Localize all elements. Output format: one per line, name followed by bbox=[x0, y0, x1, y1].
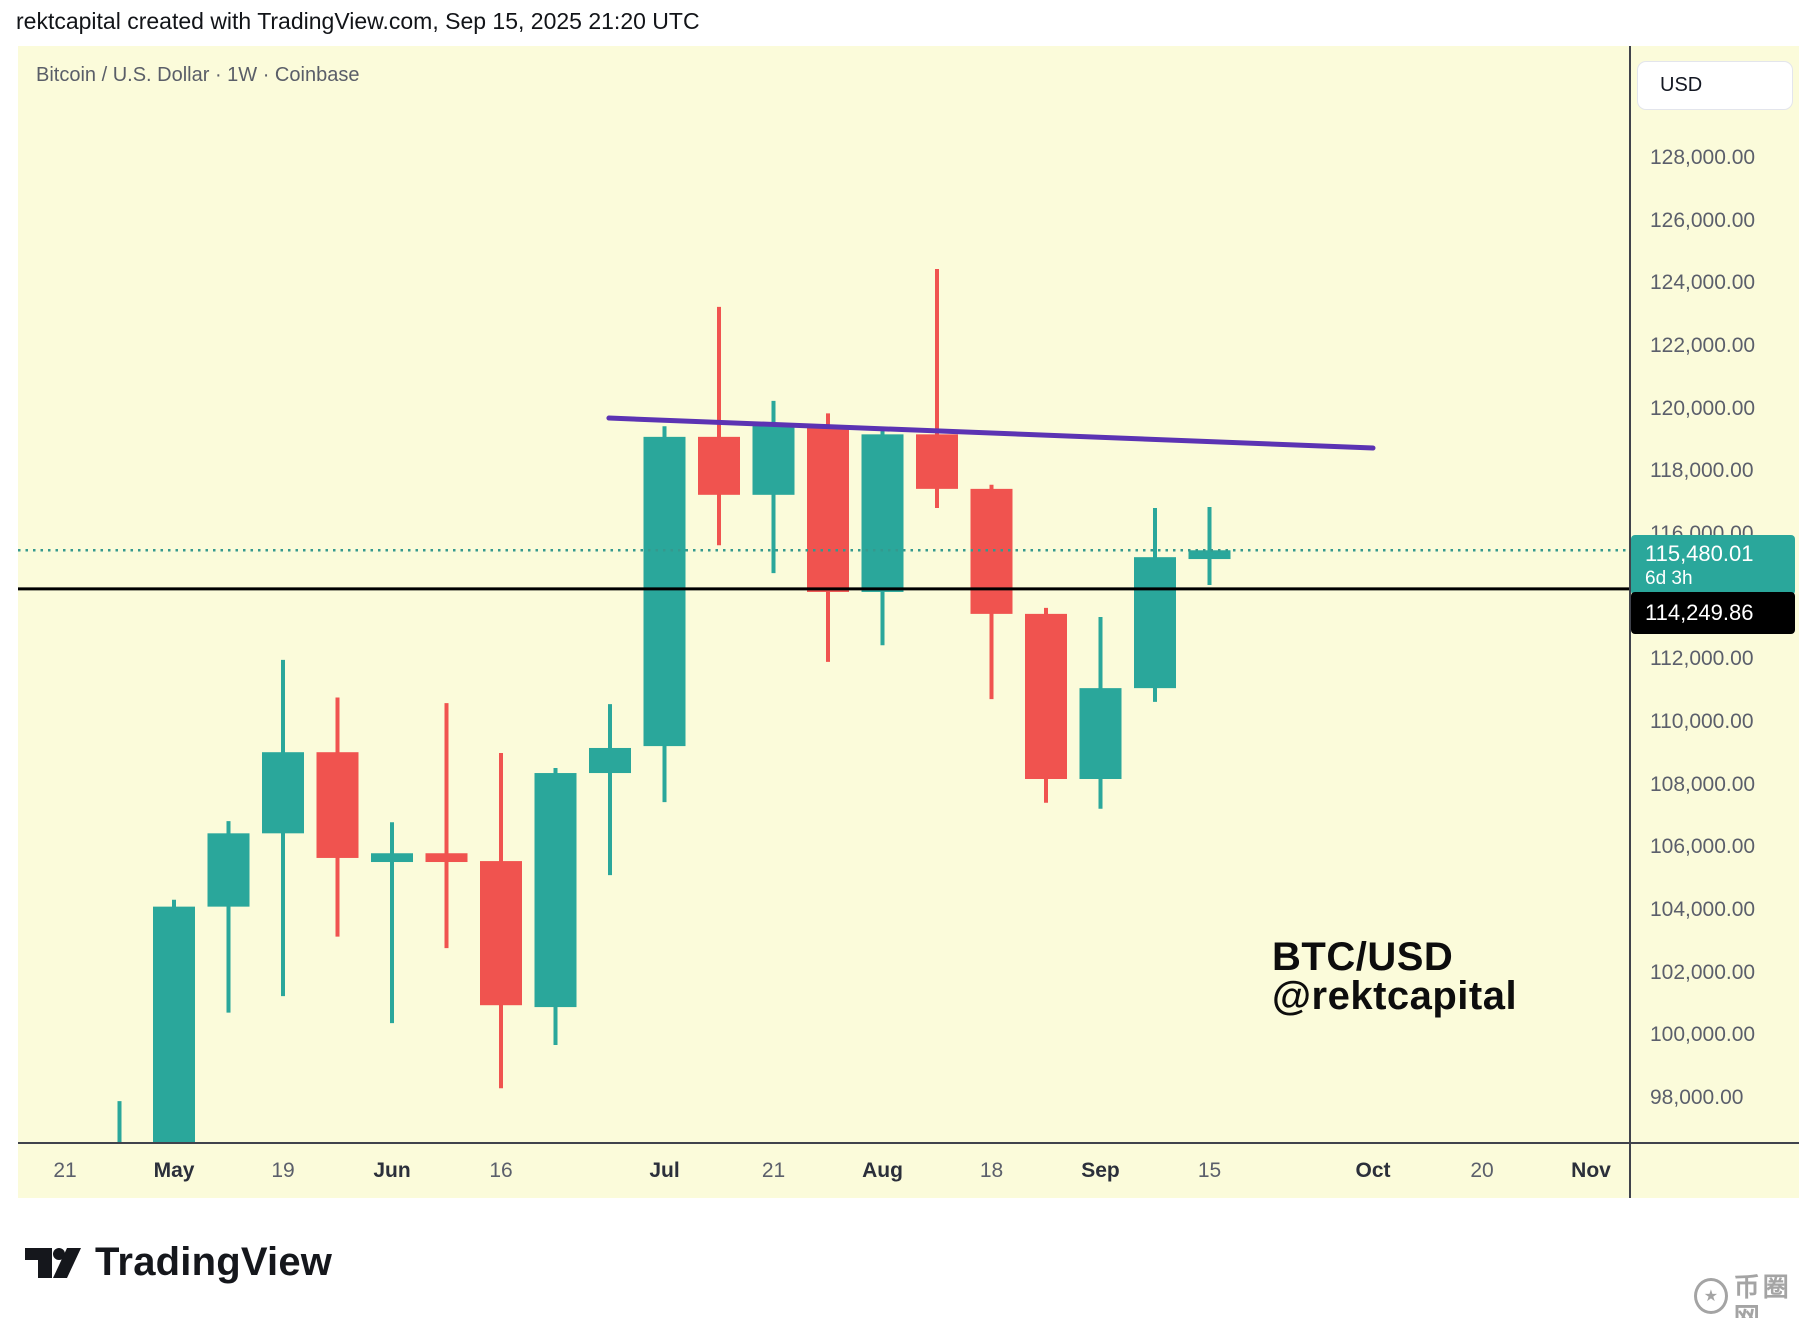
time-tick-label: 21 bbox=[761, 1159, 786, 1182]
price-tick-label: 104,000.00 bbox=[1650, 897, 1756, 921]
time-tick-label: 16 bbox=[489, 1159, 513, 1182]
time-tick-label: Oct bbox=[1355, 1159, 1391, 1182]
level-price-value: 114,249.86 bbox=[1645, 599, 1754, 625]
candle-body-aug4 bbox=[861, 434, 904, 592]
site-watermark: ★ 币圈网 —ALIBTC.COM— bbox=[1694, 1272, 1820, 1318]
time-tick-label: 20 bbox=[1470, 1159, 1494, 1182]
candle-body-jul7 bbox=[643, 436, 686, 747]
watermark-symbol: BTC/USD bbox=[1272, 935, 1454, 979]
tradingview-logo-text: TradingView bbox=[95, 1240, 333, 1284]
attribution-text: rektcapital created with TradingView.com… bbox=[16, 8, 700, 34]
price-tick-label: 108,000.00 bbox=[1650, 772, 1756, 796]
time-axis-divider[interactable] bbox=[18, 1142, 1799, 1144]
price-tick-label: 110,000.00 bbox=[1650, 709, 1754, 733]
watermark-handle: @rektcapital bbox=[1272, 974, 1518, 1018]
time-tick-label: 15 bbox=[1197, 1159, 1222, 1182]
price-tick-label: 126,000.00 bbox=[1650, 208, 1756, 232]
candle-body-aug18 bbox=[970, 488, 1013, 614]
time-tick-label: Jun bbox=[373, 1159, 411, 1182]
candle-body-jun16 bbox=[480, 861, 522, 1006]
candle-body-may19 bbox=[262, 752, 304, 834]
time-tick-label: Aug bbox=[862, 1159, 903, 1182]
price-tick-label: 122,000.00 bbox=[1650, 333, 1756, 357]
price-axis-divider[interactable] bbox=[1629, 46, 1631, 1198]
candle-body-sep1 bbox=[1079, 688, 1122, 779]
candle-body-jul28 bbox=[807, 425, 849, 592]
price-tick-label: 98,000.00 bbox=[1650, 1085, 1744, 1109]
tradingview-logo[interactable]: TradingView bbox=[25, 1240, 332, 1285]
time-tick-label: May bbox=[153, 1159, 195, 1182]
price-tick-label: 128,000.00 bbox=[1650, 146, 1756, 169]
time-tick-label: 18 bbox=[979, 1159, 1004, 1182]
candle-body-apr28 bbox=[99, 1217, 141, 1230]
time-tick-label: Nov bbox=[1571, 1159, 1611, 1182]
candle-body-jun2 bbox=[371, 853, 413, 863]
candle-body-sep15 bbox=[1188, 550, 1231, 560]
price-tick-label: 118,000.00 bbox=[1650, 459, 1754, 483]
candle-body-sep8 bbox=[1134, 557, 1176, 689]
time-tick-label: Jul bbox=[649, 1159, 680, 1182]
time-tick-label: Sep bbox=[1081, 1159, 1120, 1182]
currency-toggle-label: USD bbox=[1660, 74, 1703, 96]
candle-body-jun30 bbox=[589, 747, 631, 774]
candle-body-aug25 bbox=[1025, 613, 1067, 779]
candle-body-may12 bbox=[207, 833, 250, 907]
candle-body-may5 bbox=[153, 906, 195, 1142]
chart-title: Bitcoin / U.S. Dollar · 1W · Coinbase bbox=[36, 64, 360, 86]
price-tick-label: 106,000.00 bbox=[1650, 835, 1756, 859]
candle-countdown: 6d 3h bbox=[1645, 568, 1693, 590]
site-watermark-icon: ★ bbox=[1694, 1278, 1728, 1314]
candle-body-aug11 bbox=[916, 434, 958, 489]
current-price-value: 115,480.01 bbox=[1645, 541, 1754, 567]
level-price-badge: 114,249.86 bbox=[1631, 591, 1795, 634]
chart-watermark: BTC/USD @rektcapital bbox=[1272, 935, 1518, 1018]
candle-body-jun9 bbox=[425, 853, 468, 863]
currency-toggle-button[interactable]: USD bbox=[1637, 61, 1793, 110]
tradingview-logo-icon bbox=[25, 1247, 81, 1278]
price-tick-label: 102,000.00 bbox=[1650, 960, 1756, 984]
current-price-badge: 115,480.01 6d 3h bbox=[1631, 535, 1795, 596]
candle-body-jun23 bbox=[534, 773, 577, 1008]
candle-body-jul14 bbox=[698, 436, 740, 495]
price-tick-label: 124,000.00 bbox=[1650, 271, 1756, 295]
chart-background bbox=[18, 46, 1799, 1198]
candle-body-may26 bbox=[316, 752, 359, 858]
time-tick-label: 19 bbox=[271, 1159, 295, 1182]
price-tick-label: 120,000.00 bbox=[1650, 396, 1756, 420]
site-watermark-name: 币圈网 bbox=[1733, 1272, 1792, 1318]
resistance-trendline[interactable] bbox=[606, 415, 1376, 451]
candle-body-jul21 bbox=[752, 425, 795, 495]
plot-area bbox=[18, 269, 1629, 1230]
price-tick-label: 100,000.00 bbox=[1650, 1023, 1756, 1047]
price-tick-label: 112,000.00 bbox=[1650, 647, 1754, 671]
time-tick-label: 21 bbox=[53, 1159, 77, 1182]
